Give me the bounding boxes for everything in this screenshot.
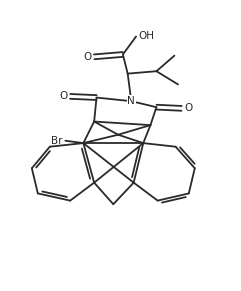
Text: N: N [127,96,135,106]
Text: OH: OH [139,31,154,42]
Text: O: O [184,103,192,113]
Text: O: O [83,52,92,62]
Text: O: O [60,91,68,101]
Text: Br: Br [52,136,63,146]
